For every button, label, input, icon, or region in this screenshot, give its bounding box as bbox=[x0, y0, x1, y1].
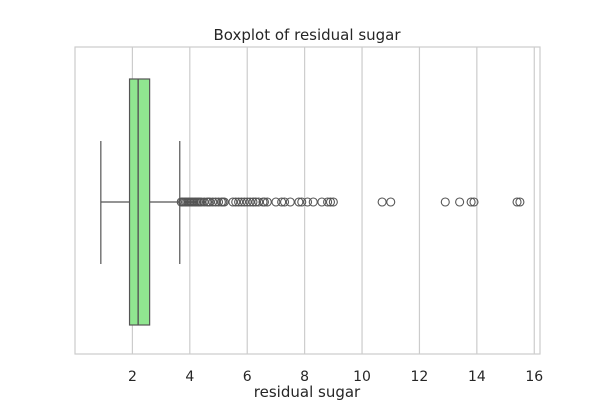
outlier-point bbox=[234, 197, 244, 207]
outlier-point bbox=[386, 197, 396, 207]
x-axis-label: residual sugar bbox=[254, 383, 361, 400]
outlier-point bbox=[466, 197, 476, 207]
x-tick-label: 8 bbox=[300, 369, 309, 385]
outlier-point bbox=[228, 197, 238, 207]
outlier-point bbox=[302, 197, 313, 207]
x-tick-label: 14 bbox=[468, 369, 486, 385]
x-tick-labels: 2 4 6 8 10 12 14 16 bbox=[128, 369, 543, 385]
outlier-point bbox=[308, 197, 318, 207]
outlier-point bbox=[512, 197, 522, 207]
outlier-point bbox=[213, 197, 224, 207]
outlier-point bbox=[211, 197, 221, 207]
outlier-point bbox=[251, 197, 261, 207]
outlier-point bbox=[271, 197, 281, 207]
outlier-point bbox=[440, 197, 450, 207]
outlier-point bbox=[254, 197, 264, 207]
x-tick-label: 10 bbox=[353, 369, 371, 385]
outlier-point bbox=[377, 197, 387, 207]
outlier-point bbox=[231, 197, 241, 207]
outlier-point bbox=[219, 197, 229, 207]
outlier-point bbox=[242, 197, 252, 207]
outlier-point bbox=[325, 197, 336, 207]
outlier-point bbox=[208, 197, 218, 207]
outlier-point bbox=[297, 197, 307, 207]
outlier-point bbox=[277, 197, 287, 207]
outlier-point bbox=[262, 197, 272, 207]
outlier-point bbox=[199, 197, 209, 207]
x-tick-label: 4 bbox=[185, 369, 194, 385]
outlier-point bbox=[455, 197, 465, 207]
outlier-point bbox=[317, 197, 327, 207]
outlier-point bbox=[328, 197, 338, 207]
x-tick-label: 6 bbox=[243, 369, 252, 385]
outlier-point bbox=[196, 197, 206, 207]
x-tick-label: 12 bbox=[411, 369, 429, 385]
outlier-point bbox=[205, 197, 215, 207]
grid-lines bbox=[131, 47, 535, 354]
x-tick-label: 2 bbox=[128, 369, 137, 385]
plot-frame bbox=[74, 46, 541, 355]
iqr-box bbox=[128, 78, 151, 326]
outlier-point bbox=[323, 197, 333, 207]
outlier-point bbox=[515, 197, 525, 207]
outlier-point bbox=[248, 197, 258, 207]
outlier-point bbox=[279, 197, 290, 207]
outlier-points bbox=[176, 197, 525, 207]
outlier-point bbox=[259, 197, 269, 207]
x-tick-label: 16 bbox=[525, 369, 543, 385]
chart-title: Boxplot of residual sugar bbox=[213, 26, 401, 44]
outlier-point bbox=[245, 197, 255, 207]
outlier-point bbox=[236, 197, 247, 207]
outlier-point bbox=[294, 197, 304, 207]
outlier-point bbox=[469, 197, 479, 207]
outlier-point bbox=[239, 197, 249, 207]
outlier-point bbox=[285, 197, 295, 207]
